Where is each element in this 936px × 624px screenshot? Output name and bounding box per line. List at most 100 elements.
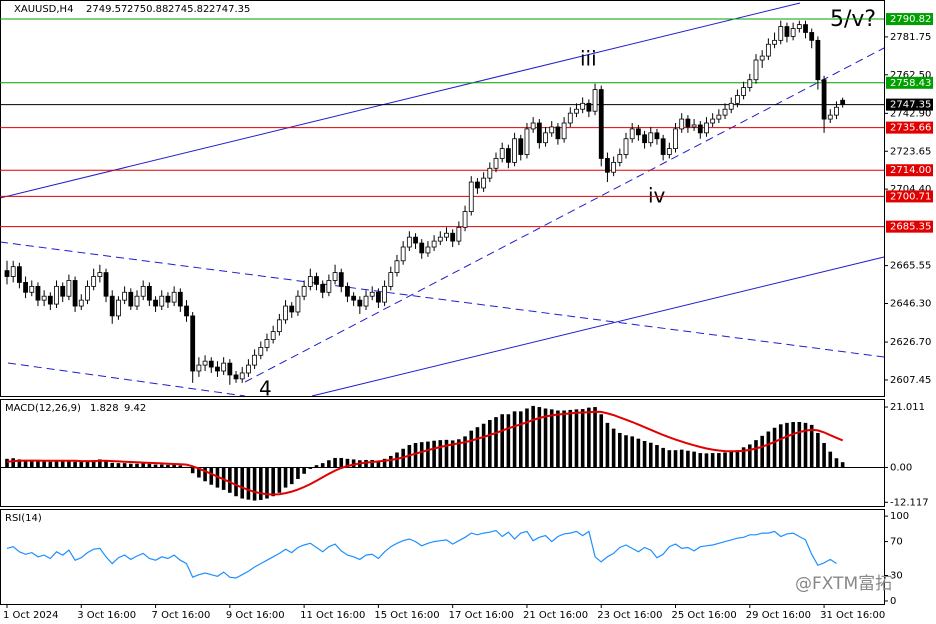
macd-bar xyxy=(302,467,306,474)
candle-body xyxy=(171,291,177,303)
candle-body xyxy=(351,295,357,301)
macd-bar xyxy=(828,451,833,468)
candle-body xyxy=(314,276,319,285)
candle-body xyxy=(710,118,716,124)
ohlc-value: 2750.88 xyxy=(127,4,168,15)
macd-bar xyxy=(166,464,170,468)
macd-bar xyxy=(308,467,313,469)
candle-body xyxy=(165,295,171,303)
y-tick-label: 21.011 xyxy=(890,402,925,413)
candle-body xyxy=(400,246,406,262)
candle-body xyxy=(481,177,487,189)
candle-body xyxy=(778,26,784,41)
candle-body xyxy=(431,240,437,248)
macd-signal xyxy=(6,410,844,496)
candle-body xyxy=(184,305,189,317)
candle-body xyxy=(493,158,499,169)
candle-body xyxy=(47,295,53,305)
candle-body xyxy=(29,285,35,293)
x-tick-label: 7 Oct 16:00 xyxy=(152,610,211,621)
macd-bar xyxy=(642,440,647,468)
macd-bar xyxy=(512,411,517,468)
candle-body xyxy=(505,148,511,163)
candle-body xyxy=(140,285,146,297)
y-tick-label: 2646.30 xyxy=(890,298,931,309)
candle-body xyxy=(666,148,672,155)
y-tick-label: 0.00 xyxy=(890,462,912,473)
candle-body xyxy=(276,319,282,333)
wave-label: iv xyxy=(648,184,666,208)
x-tick-label: 1 Oct 2024 xyxy=(3,610,58,621)
macd-bar xyxy=(314,465,319,468)
macd-bar xyxy=(785,422,789,468)
macd-bar xyxy=(686,450,690,468)
macd-bar xyxy=(258,467,263,500)
trendlines xyxy=(0,2,885,397)
x-tick-label: 17 Oct 16:00 xyxy=(449,610,514,621)
candle-body xyxy=(357,299,363,307)
candle-body xyxy=(66,280,72,297)
candle-body xyxy=(722,108,728,116)
macd-bar xyxy=(129,463,133,468)
level-label: 2685.35 xyxy=(890,222,931,233)
candle-body xyxy=(239,372,245,380)
candle-body xyxy=(97,272,103,277)
ohlc-value: 2749.57 xyxy=(86,4,127,15)
candle-body xyxy=(518,138,524,155)
macd-bar xyxy=(159,464,164,468)
macd-bar xyxy=(413,443,418,468)
macd-bar xyxy=(710,453,715,468)
candle-body xyxy=(215,366,220,372)
macd-bar xyxy=(723,452,727,468)
candle-body xyxy=(561,122,567,140)
macd-bar xyxy=(562,410,566,468)
candle-body xyxy=(406,236,412,248)
candle-body xyxy=(146,285,152,301)
macd-bar xyxy=(426,441,430,468)
candle-body xyxy=(679,118,685,130)
y-tick-label: 2626.70 xyxy=(890,337,931,348)
macd-bar xyxy=(67,460,71,468)
candle-body xyxy=(796,24,802,29)
candle-body xyxy=(233,374,239,380)
candle-body xyxy=(128,291,134,307)
macd-bar xyxy=(351,459,356,468)
candle-body xyxy=(177,291,183,307)
macd-bar xyxy=(252,467,257,501)
macd-bar xyxy=(717,453,721,468)
macd-bar xyxy=(48,461,53,468)
candle-body xyxy=(60,285,66,297)
macd-bar xyxy=(345,458,350,468)
ohlc-value: 2745.82 xyxy=(168,4,209,15)
macd-bar xyxy=(648,442,653,468)
macd-bar xyxy=(395,452,399,468)
macd-bar xyxy=(500,414,504,468)
channel-upper xyxy=(0,2,801,199)
channel-dashed xyxy=(244,47,885,383)
level-tag xyxy=(886,98,933,111)
candle-body xyxy=(611,161,617,173)
macd-bar xyxy=(289,467,294,485)
candle-body xyxy=(437,236,443,242)
candle-body xyxy=(840,99,846,106)
macd-bar xyxy=(419,442,424,468)
candle-body xyxy=(598,89,604,159)
y-tick-label: 2742.90 xyxy=(890,108,931,119)
macd-bar xyxy=(228,467,232,493)
candle-body xyxy=(753,59,759,81)
y-tick-label: 70 xyxy=(890,537,903,548)
candle-body xyxy=(301,285,307,297)
candle-body xyxy=(691,124,697,128)
x-tick-label: 29 Oct 16:00 xyxy=(746,610,811,621)
macd-bar xyxy=(110,462,115,468)
watermark: @FXTM富拓 xyxy=(795,574,892,594)
macd-bar xyxy=(766,431,771,468)
macd-panel xyxy=(0,399,885,507)
downtrend-lower xyxy=(7,362,246,397)
macd-bar xyxy=(73,461,77,468)
candle-body xyxy=(54,285,59,305)
y-tick-label: 100 xyxy=(890,511,909,522)
macd-bar xyxy=(556,410,560,468)
level-tag xyxy=(886,76,933,89)
macd-bar xyxy=(190,467,195,474)
